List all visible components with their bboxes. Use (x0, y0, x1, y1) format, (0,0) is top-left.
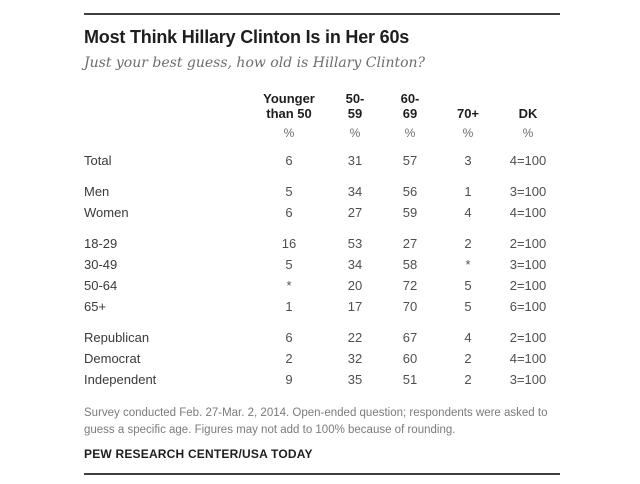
bottom-rule (84, 472, 560, 475)
value-cell: 53 (347, 236, 363, 252)
value-cell: 1 (285, 299, 293, 315)
column-header-5: DK (518, 105, 538, 121)
column-header-1: Younger than 50 (263, 90, 315, 121)
table-row: Men 5 34 56 1 3=100 (84, 181, 560, 202)
value-cell: 22 (347, 330, 363, 346)
value-cell: 6=100 (509, 299, 547, 315)
column-header-4: 70+ (456, 105, 480, 121)
value-cell: 3=100 (509, 257, 547, 273)
table-row: 65+ 1 17 70 5 6=100 (84, 296, 560, 317)
value-cell: 1 (464, 184, 472, 200)
value-cell: 27 (347, 205, 363, 221)
value-cell: 4=100 (509, 205, 547, 221)
report-card: Most Think Hillary Clinton Is in Her 60s… (84, 13, 560, 475)
row-label: 50-64 (84, 278, 118, 294)
value-cell: 4 (464, 205, 472, 221)
value-cell: 4=100 (509, 153, 547, 169)
value-cell: 6 (285, 153, 293, 169)
row-label: Republican (84, 330, 150, 346)
top-rule (84, 13, 560, 15)
footnote-line: Survey conducted Feb. 27-Mar. 2, 2014. O… (84, 407, 548, 420)
value-cell: 2 (464, 351, 472, 367)
value-cell: 16 (281, 236, 297, 252)
value-cell: 67 (402, 330, 418, 346)
row-group: 18-29 16 53 27 2 2=100 30-49 5 34 58 * 3=100 50-64 * 2… (84, 233, 560, 317)
percent-sign: % (462, 126, 474, 141)
value-cell: 59 (402, 205, 418, 221)
value-cell: 2=100 (509, 278, 547, 294)
value-cell: 2 (464, 372, 472, 388)
table-header-row: Younger than 50 50- 59 60- 69 70+ DK (84, 91, 560, 122)
value-cell: 5 (285, 184, 293, 200)
table-row: Democrat 2 32 60 2 4=100 (84, 348, 560, 369)
row-label: 18-29 (84, 236, 118, 252)
value-cell: 4 (464, 330, 472, 346)
value-cell: * (465, 257, 471, 273)
page-title: Most Think Hillary Clinton Is in Her 60s (84, 27, 410, 47)
value-cell: 5 (464, 299, 472, 315)
value-cell: 6 (285, 330, 293, 346)
survey-question: Just your best guess, how old is Hillary… (84, 54, 426, 71)
value-cell: 17 (347, 299, 363, 315)
value-cell: 5 (464, 278, 472, 294)
value-cell: 2=100 (509, 236, 547, 252)
table-row: Independent 9 35 51 2 3=100 (84, 369, 560, 390)
table-row: Women 6 27 59 4 4=100 (84, 202, 560, 223)
percent-sign: % (283, 126, 295, 141)
value-cell: * (286, 278, 292, 294)
row-group: Total 6 31 57 3 4=100 (84, 150, 560, 171)
header-spacer (84, 120, 249, 121)
percent-spacer (84, 139, 249, 140)
value-cell: 9 (285, 372, 293, 388)
table-row: 50-64 * 20 72 5 2=100 (84, 275, 560, 296)
value-cell: 70 (402, 299, 418, 315)
row-label: Independent (84, 372, 157, 388)
value-cell: 32 (347, 351, 363, 367)
value-cell: 3=100 (509, 184, 547, 200)
value-cell: 34 (347, 184, 363, 200)
row-group: Republican 6 22 67 4 2=100 Democrat 2 32 60 2 4=100… (84, 327, 560, 390)
value-cell: 56 (402, 184, 418, 200)
table-body: Total 6 31 57 3 4=100 Men 5 34 56 1 3=100 Women 6 27 59… (84, 150, 560, 390)
source-credit: PEW RESEARCH CENTER/USA TODAY (84, 446, 313, 461)
table-row: 18-29 16 53 27 2 2=100 (84, 233, 560, 254)
row-label: Democrat (84, 351, 141, 367)
value-cell: 34 (347, 257, 363, 273)
percent-sign: % (404, 126, 416, 141)
column-header-2: 50- 59 (345, 90, 365, 121)
value-cell: 5 (285, 257, 293, 273)
value-cell: 3 (464, 153, 472, 169)
row-group: Men 5 34 56 1 3=100 Women 6 27 59 4 4=100 (84, 181, 560, 223)
row-label: Women (84, 205, 129, 221)
value-cell: 58 (402, 257, 418, 273)
value-cell: 2 (285, 351, 293, 367)
data-table: Younger than 50 50- 59 60- 69 70+ DK %%%%% T… (84, 91, 560, 391)
footnote: Survey conducted Feb. 27-Mar. 2, 2014. O… (84, 405, 560, 438)
table-row: Total 6 31 57 3 4=100 (84, 150, 560, 171)
value-cell: 6 (285, 205, 293, 221)
row-label: Men (84, 184, 110, 200)
value-cell: 31 (347, 153, 363, 169)
value-cell: 4=100 (509, 351, 547, 367)
percent-sign: % (349, 126, 361, 141)
value-cell: 57 (402, 153, 418, 169)
value-cell: 2=100 (509, 330, 547, 346)
value-cell: 3=100 (509, 372, 547, 388)
value-cell: 51 (402, 372, 418, 388)
table-row: 30-49 5 34 58 * 3=100 (84, 254, 560, 275)
column-header-3: 60- 69 (400, 90, 420, 121)
value-cell: 20 (347, 278, 363, 294)
row-label: Total (84, 153, 112, 169)
value-cell: 35 (347, 372, 363, 388)
table-percent-row: %%%%% (84, 126, 560, 140)
row-label: 30-49 (84, 257, 118, 273)
row-label: 65+ (84, 299, 107, 315)
value-cell: 27 (402, 236, 418, 252)
value-cell: 60 (402, 351, 418, 367)
percent-sign: % (522, 126, 534, 141)
value-cell: 72 (402, 278, 418, 294)
footnote-line: guess a specific age. Figures may not ad… (84, 423, 456, 436)
value-cell: 2 (464, 236, 472, 252)
table-row: Republican 6 22 67 4 2=100 (84, 327, 560, 348)
